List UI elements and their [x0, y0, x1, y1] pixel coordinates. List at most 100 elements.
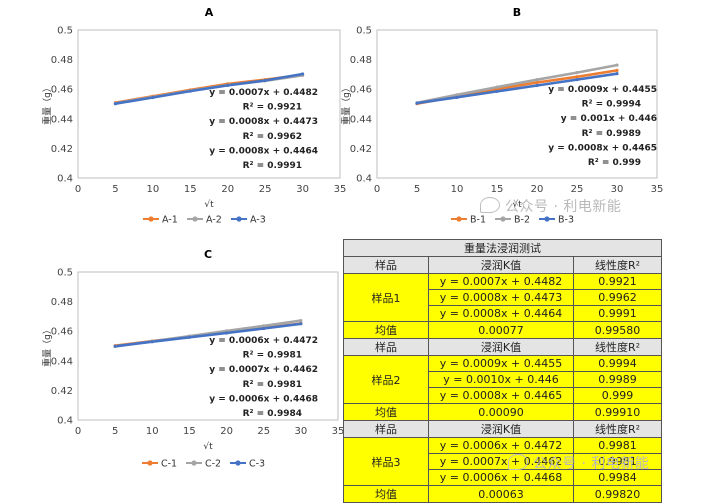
data-point-B-2	[615, 63, 619, 67]
r2-value: 0.9989	[573, 371, 662, 388]
sample-name: 样品2	[343, 355, 429, 404]
legend-marker	[192, 216, 198, 222]
x-axis-label: √t	[203, 441, 213, 452]
header-r2: 线性度R²	[573, 420, 662, 438]
legend-label: C-1	[161, 459, 177, 470]
sample-name: 样品3	[343, 437, 429, 486]
series-line-B-3	[416, 72, 618, 105]
data-point-A-3	[151, 95, 155, 100]
y-axis-label: 重量（g）	[41, 325, 53, 367]
data-point-B-2	[535, 78, 539, 82]
y-axis-label: 重量（g）	[41, 83, 53, 125]
x-tick-label: 35	[332, 426, 345, 437]
table-row: 样品2 y = 0.0009x + 0.4455 0.9994	[343, 355, 662, 404]
plot-area	[77, 271, 339, 421]
data-point-A-3	[300, 72, 305, 76]
r2-value: 0.9962	[573, 289, 662, 306]
legend-label: B-3	[558, 215, 574, 226]
legend-label: A-1	[162, 215, 178, 226]
y-tick-label: 0.5	[57, 268, 73, 279]
watermark-bottom: 公众号 · 利电新能	[508, 453, 649, 473]
trendline-label: R² = 0.999	[588, 158, 641, 168]
legend-marker	[544, 216, 550, 222]
k-value: y = 0.0007x + 0.4462	[428, 453, 574, 470]
table-row: y = 0.0008x + 0.4464 0.9991	[344, 305, 662, 322]
trendline-label: y = 0.0008x + 0.4465	[548, 143, 657, 153]
y-tick-label: 0.44	[350, 114, 372, 125]
data-point-B-1	[535, 80, 539, 85]
k-value: y = 0.0010x + 0.446	[428, 371, 574, 388]
y-tick-label: 0.44	[51, 356, 73, 367]
table-title: 重量法浸润测试	[343, 239, 662, 257]
k-value: y = 0.0009x + 0.4455	[428, 355, 574, 372]
wechat-icon	[508, 454, 528, 470]
x-tick-label: 25	[259, 184, 272, 195]
chart-svg: B 0.4 0.42 0.44 0.46 0.48 0.5 0 5 10 15 20 25 30 35 √t 重…	[340, 6, 663, 226]
data-point-C-3	[299, 322, 303, 326]
k-value: y = 0.0007x + 0.4482	[428, 273, 574, 290]
r2-value: 0.9921	[573, 273, 662, 290]
k-value: y = 0.0008x + 0.4464	[428, 305, 574, 322]
k-value: y = 0.0008x + 0.4465	[428, 387, 574, 404]
data-point-B-2	[575, 71, 579, 75]
table-row: y = 0.0007x + 0.4462 0.9981	[344, 453, 662, 470]
chart-title: A	[205, 6, 214, 19]
trendline-label: y = 0.0006x + 0.4468	[209, 394, 318, 404]
x-tick-label: 25	[257, 426, 270, 437]
header-sample: 样品	[343, 338, 429, 356]
chart-title: B	[513, 6, 521, 19]
trendline-label: R² = 0.9981	[243, 351, 302, 361]
data-point-C-3	[224, 331, 229, 335]
legend-marker	[147, 460, 153, 466]
header-r2: 线性度R²	[573, 256, 662, 274]
data-point-C-3	[113, 344, 117, 348]
trendline-label: R² = 0.9994	[582, 100, 641, 110]
data-point-A-3	[226, 83, 230, 87]
data-point-B-2	[495, 85, 499, 89]
mean-label: 均值	[343, 485, 429, 503]
table-row: 样品 浸润K值 线性度R²	[343, 420, 662, 438]
k-value: y = 0.0006x + 0.4472	[428, 437, 574, 454]
x-tick-label: 0	[75, 184, 81, 195]
y-tick-label: 0.5	[57, 26, 73, 37]
mean-r2: 0.99820	[573, 485, 662, 503]
trendline-label: R² = 0.9984	[243, 409, 302, 419]
x-tick-label: 5	[414, 184, 420, 195]
x-tick-label: 35	[334, 184, 347, 195]
y-axis-label: 重量（g）	[340, 83, 352, 125]
watermark-text: 公众号 · 利电新能	[533, 456, 650, 472]
y-tick-label: 0.46	[51, 85, 73, 96]
x-tick-label: 10	[146, 184, 159, 195]
table-row: 样品 浸润K值 线性度R²	[343, 256, 662, 274]
y-tick-label: 0.44	[51, 114, 73, 125]
r2-value: 0.999	[573, 387, 662, 404]
header-r2: 线性度R²	[573, 338, 662, 356]
trendline-label: y = 0.0009x + 0.4455	[548, 85, 657, 95]
table-row: 样品3 y = 0.0006x + 0.4472 0.9981	[343, 437, 662, 486]
table-row: y = 0.0010x + 0.446 0.9989	[344, 371, 662, 388]
data-point-B-3	[535, 83, 539, 88]
header-sample: 样品	[343, 256, 429, 274]
x-tick-label: 10	[451, 184, 464, 195]
chart-a: A 0.4 0.42 0.44 0.46 0.48 0.5 0 5 10 15 20 25 30 35 √t 重…	[0, 0, 351, 242]
legend-label: B-2	[514, 215, 530, 226]
mean-k: 0.00063	[428, 485, 574, 503]
table-row: 样品 浸润K值 线性度R²	[343, 338, 662, 356]
data-point-B-1	[575, 75, 579, 79]
x-tick-label: 15	[491, 184, 504, 195]
mean-r2: 0.99910	[573, 403, 662, 421]
trendline-label: y = 0.0007x + 0.4482	[209, 88, 318, 98]
legend-label: B-1	[470, 215, 486, 226]
y-tick-label: 0.4	[356, 174, 372, 185]
x-tick-label: 10	[146, 426, 159, 437]
data-point-B-3	[415, 101, 419, 105]
table-row: 均值 0.00090 0.99910	[343, 403, 662, 421]
series-line-A-3	[115, 72, 303, 105]
legend-label: C-2	[205, 459, 221, 470]
y-tick-label: 0.4	[57, 174, 73, 185]
y-tick-label: 0.48	[51, 55, 73, 66]
data-point-B-3	[575, 77, 579, 82]
series-line-B-2	[416, 63, 618, 105]
x-tick-label: 30	[296, 184, 309, 195]
mean-label: 均值	[343, 403, 429, 421]
